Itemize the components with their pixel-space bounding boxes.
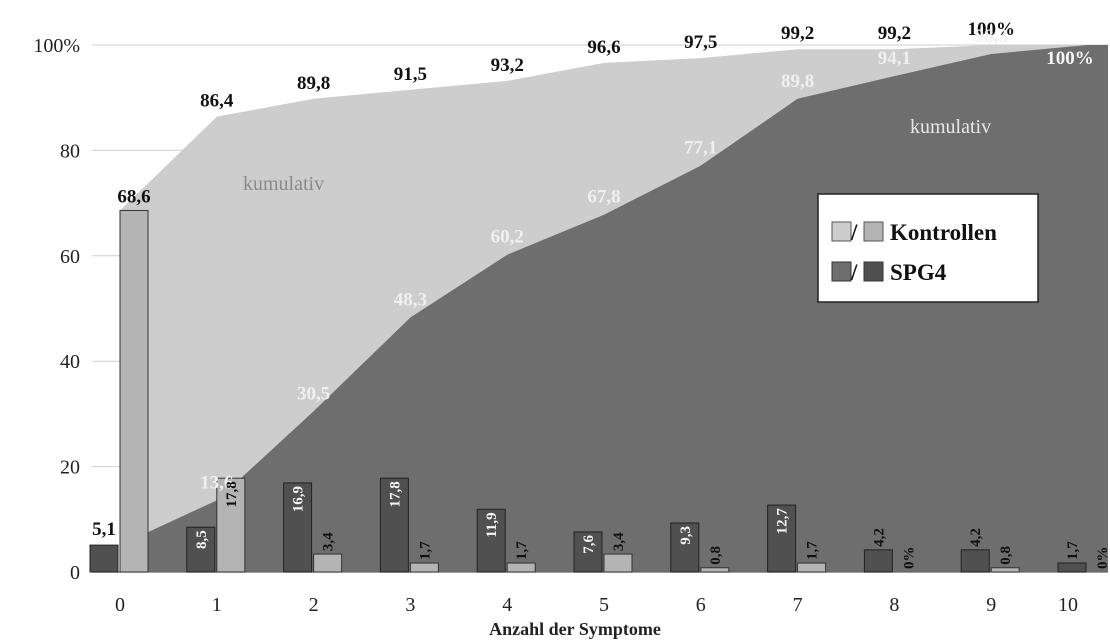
label-kontrollen-7: 1,7 [805, 541, 821, 560]
label-kontrollen-kumulativ-1: 86,4 [200, 91, 234, 112]
y-tick-label: 20 [60, 457, 80, 479]
label-kontrollen-kumulativ-4: 93,2 [491, 55, 524, 76]
label-kontrollen-kumulativ-5: 96,6 [587, 37, 620, 58]
label-spg4-2: 16,9 [291, 486, 307, 512]
x-tick-label: 1 [212, 594, 222, 616]
bar-kontrollen-6 [700, 567, 730, 573]
annotation-kumulativ-right: kumulativ [910, 116, 991, 138]
bar-spg4-9 [960, 549, 990, 573]
label-spg4-kumulativ-2: 30,5 [297, 383, 330, 404]
label-spg4-kumulativ-8: 94,1 [878, 48, 911, 69]
legend-label-kontrollen: Kontrollen [890, 220, 997, 245]
label-kontrollen-kumulativ-3: 91,5 [394, 64, 427, 85]
bar-kontrollen-3 [409, 562, 439, 573]
bar-spg4-1 [186, 526, 216, 573]
x-tick-label: 2 [309, 594, 319, 616]
bar-kontrollen-4 [506, 562, 536, 573]
y-tick-label: 60 [60, 246, 80, 268]
label-kontrollen-kumulativ-2: 89,8 [297, 73, 330, 94]
x-tick-label: 7 [793, 594, 803, 616]
label-kontrollen-0: 68,6 [117, 186, 150, 207]
x-tick-label: 0 [115, 594, 125, 616]
label-spg4-kumulativ-4: 60,2 [491, 227, 524, 248]
label-spg4-kumulativ-6: 77,1 [684, 138, 717, 159]
label-spg4-1: 8,5 [194, 530, 210, 549]
x-tick-label: 8 [889, 594, 899, 616]
label-spg4-8: 4,2 [871, 528, 887, 547]
value-labels: 86,4 89,8 91,5 93,2 96,6 97,5 99,2 99,2 100% 13,6… [92, 19, 1110, 569]
bar-spg4-4 [476, 508, 506, 573]
x-axis-title: Anzahl der Symptome [489, 619, 661, 639]
bar-kontrollen-2 [313, 553, 343, 573]
bar-spg4-5 [573, 531, 603, 573]
label-kontrollen-kumulativ-9: 100% [967, 19, 1015, 40]
legend-swatch-spg4-bar [863, 261, 884, 282]
area-spg4-kumulativ [120, 45, 1108, 572]
bar-kontrollen-7 [797, 562, 827, 573]
bar-spg4-3 [379, 477, 409, 573]
y-axis-ticks: 0 20 40 60 80 100% [33, 35, 80, 584]
label-spg4-3: 17,8 [387, 481, 403, 507]
y-tick-label: 40 [60, 351, 80, 373]
bar-spg4-0 [89, 544, 119, 573]
label-kontrollen-kumulativ-7: 99,2 [781, 23, 814, 44]
x-tick-label: 5 [599, 594, 609, 616]
label-spg4-9: 4,2 [968, 528, 984, 547]
label-spg4-0: 5,1 [92, 519, 116, 540]
bar-spg4-8 [863, 549, 893, 573]
legend-swatch-kontrollen-cumulative [831, 221, 852, 242]
bar-kontrollen-1 [216, 477, 246, 573]
label-spg4-5: 7,6 [581, 534, 597, 553]
label-kontrollen-3: 1,7 [417, 541, 433, 560]
label-spg4-kumulativ-3: 48,3 [394, 289, 427, 310]
legend: / Kontrollen / SPG4 [817, 193, 1039, 303]
legend-box [817, 193, 1039, 303]
bar-spg4-7 [767, 504, 797, 573]
label-spg4-6: 9,3 [678, 526, 694, 545]
label-spg4-kumulativ-9: 98,3 [975, 26, 1008, 47]
annotation-kumulativ-left: kumulativ [243, 173, 324, 195]
label-kontrollen-8: 0% [901, 547, 917, 570]
legend-swatch-kontrollen-bar [863, 221, 884, 242]
x-tick-label: 3 [405, 594, 415, 616]
label-spg4-kumulativ-5: 67,8 [587, 187, 620, 208]
label-spg4-10: 1,7 [1065, 541, 1081, 560]
legend-separator: / [850, 260, 858, 285]
label-kontrollen-4: 1,7 [514, 541, 530, 560]
label-spg4-7: 12,7 [775, 508, 791, 535]
x-tick-label: 6 [696, 594, 706, 616]
bars [89, 209, 1087, 573]
label-kontrollen-9: 0,8 [998, 546, 1014, 565]
bar-spg4-10 [1057, 562, 1087, 573]
y-tick-label: 100% [33, 35, 80, 57]
legend-swatch-spg4-cumulative [831, 261, 852, 282]
legend-separator: / [850, 220, 858, 245]
label-kontrollen-kumulativ-6: 97,5 [684, 32, 717, 53]
label-kontrollen-1: 17,8 [224, 481, 240, 507]
y-tick-label: 80 [60, 140, 80, 162]
label-kontrollen-5: 3,4 [611, 532, 627, 551]
bar-kontrollen-9 [990, 567, 1020, 573]
label-kontrollen-kumulativ-8: 99,2 [878, 23, 911, 44]
label-spg4-kumulativ-7: 89,8 [781, 71, 814, 92]
label-kontrollen-10: 0% [1095, 547, 1110, 570]
x-tick-label: 9 [986, 594, 996, 616]
legend-label-spg4: SPG4 [890, 260, 947, 285]
label-kontrollen-2: 3,4 [321, 532, 337, 551]
x-axis-ticks: 0 1 2 3 4 5 6 7 8 9 10 [115, 594, 1078, 616]
label-kontrollen-6: 0,8 [708, 546, 724, 565]
label-spg4-kumulativ-10: 100% [1046, 48, 1094, 69]
y-tick-label: 0 [70, 562, 80, 584]
cumulative-areas [120, 45, 1108, 572]
bar-kontrollen-5 [603, 553, 633, 573]
x-tick-label: 10 [1058, 594, 1078, 616]
label-spg4-4: 11,9 [484, 512, 500, 537]
bar-spg4-2 [283, 482, 313, 573]
bar-kontrollen-0 [119, 209, 149, 573]
label-spg4-kumulativ-1: 13,6 [200, 472, 233, 493]
bar-spg4-6 [670, 522, 700, 573]
x-tick-label: 4 [502, 594, 512, 616]
